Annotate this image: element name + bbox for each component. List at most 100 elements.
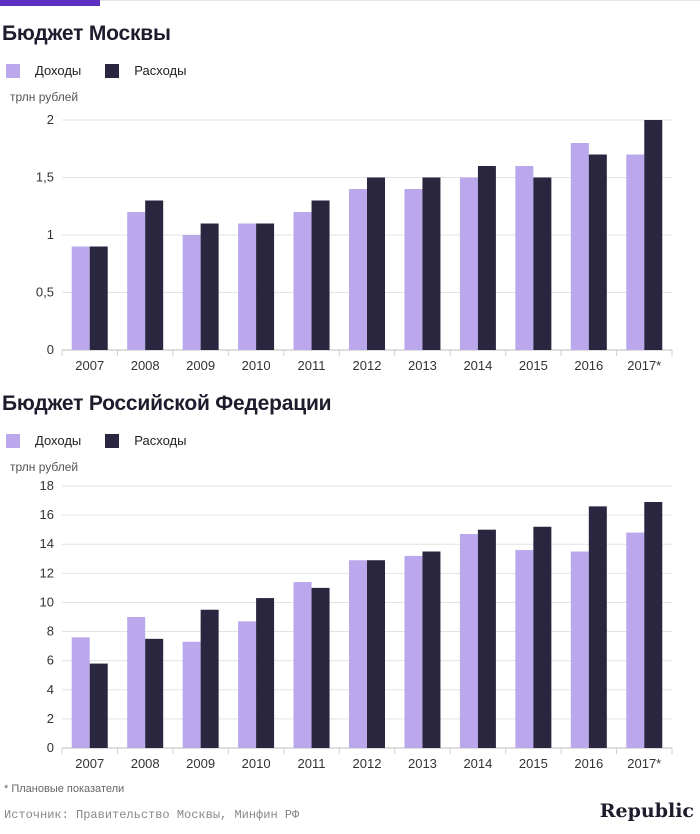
x-tick-label: 2012 <box>353 756 382 771</box>
top-divider <box>0 0 700 1</box>
y-tick-label: 1,5 <box>36 170 54 185</box>
bar-expense <box>477 166 496 350</box>
x-tick-label: 2015 <box>519 358 548 373</box>
x-tick-label: 2009 <box>186 756 215 771</box>
x-tick-label: 2017* <box>627 756 661 771</box>
bar-expense <box>533 177 552 350</box>
legend-item-income: Доходы <box>6 63 81 78</box>
footnote: * Плановые показатели <box>4 783 125 795</box>
bar-income <box>404 189 423 350</box>
x-tick-label: 2010 <box>242 358 271 373</box>
y-tick-label: 1 <box>47 227 54 242</box>
bar-expense <box>422 551 441 748</box>
bar-income <box>127 212 146 350</box>
bar-income <box>349 560 367 748</box>
bar-expense <box>311 587 330 748</box>
y-tick-label: 16 <box>40 507 54 522</box>
x-tick-label: 2017* <box>627 358 661 373</box>
bar-expense <box>367 177 385 350</box>
legend-label-expense: Расходы <box>134 433 187 448</box>
bar-income <box>238 223 257 350</box>
bar-income <box>182 235 201 350</box>
bar-expense <box>145 200 164 350</box>
y-tick-label: 8 <box>47 624 54 639</box>
bar-expense <box>89 663 108 748</box>
legend-item-income: Доходы <box>6 433 81 448</box>
y-tick-label: 2 <box>47 711 54 726</box>
y-tick-label: 18 <box>40 478 54 493</box>
bar-expense <box>644 120 663 350</box>
bar-expense <box>422 177 441 350</box>
bar-income <box>626 154 645 350</box>
x-tick-label: 2011 <box>298 756 326 771</box>
bar-income <box>349 189 367 350</box>
bar-income <box>127 617 146 748</box>
bar-income <box>293 582 312 748</box>
bar-income <box>515 166 534 350</box>
bar-expense <box>367 560 385 748</box>
bar-expense <box>311 200 330 350</box>
bar-expense <box>256 223 275 350</box>
x-tick-label: 2008 <box>131 756 160 771</box>
x-tick-label: 2007 <box>75 756 104 771</box>
bar-income <box>182 641 201 748</box>
bar-expense <box>256 598 275 748</box>
legend-swatch-income <box>6 63 20 78</box>
bar-income <box>293 212 312 350</box>
y-tick-label: 0,5 <box>36 285 54 300</box>
source-credit: Источник: Правительство Москвы, Минфин Р… <box>4 808 300 822</box>
y-tick-label: 6 <box>47 653 54 668</box>
bar-income <box>404 555 423 748</box>
x-tick-label: 2009 <box>186 358 215 373</box>
y-unit-russia: трлн рублей <box>10 460 79 474</box>
bar-income <box>515 550 534 748</box>
legend-item-expense: Расходы <box>105 433 186 448</box>
y-tick-label: 4 <box>47 682 54 697</box>
y-tick-label: 12 <box>40 565 54 580</box>
bar-income <box>570 551 589 748</box>
y-unit-moscow: трлн рублей <box>10 90 79 104</box>
bar-expense <box>533 526 552 748</box>
x-tick-label: 2010 <box>242 756 271 771</box>
bar-income <box>71 246 90 350</box>
y-tick-label: 0 <box>47 740 54 755</box>
bar-expense <box>200 223 219 350</box>
x-tick-label: 2008 <box>131 358 160 373</box>
y-tick-label: 14 <box>40 536 54 551</box>
bar-income <box>71 637 90 748</box>
y-tick-label: 0 <box>47 342 54 357</box>
bar-income <box>459 534 478 748</box>
bar-expense <box>477 529 496 748</box>
legend-item-expense: Расходы <box>105 63 186 78</box>
legend-label-income: Доходы <box>35 433 82 448</box>
legend-label-expense: Расходы <box>134 63 187 78</box>
legend-label-income: Доходы <box>35 63 82 78</box>
bar-chart-russia: 0 2 4 6 8 10 12 14 16 18 2007 2008 2009 2010 2011 2012 2… <box>40 478 673 771</box>
y-tick-label: 10 <box>40 594 54 609</box>
x-tick-label: 2013 <box>408 756 437 771</box>
bar-expense <box>588 506 607 748</box>
bar-income <box>238 621 257 748</box>
legend-russia: Доходы Расходы <box>6 433 210 448</box>
x-tick-label: 2007 <box>75 358 104 373</box>
x-tick-label: 2015 <box>519 756 548 771</box>
x-tick-label: 2013 <box>408 358 437 373</box>
y-tick-label: 2 <box>47 112 54 127</box>
bar-expense <box>588 154 607 350</box>
x-tick-label: 2016 <box>574 756 603 771</box>
accent-bar <box>0 0 100 6</box>
bar-chart-moscow: 0 0,5 1 1,5 2 2007 2008 2009 2010 2011 2012 2013 201… <box>36 112 673 373</box>
bar-expense <box>644 502 663 748</box>
x-tick-label: 2016 <box>574 358 603 373</box>
legend-swatch-expense <box>105 63 120 78</box>
bar-expense <box>200 609 219 748</box>
legend-swatch-expense <box>105 433 120 448</box>
bar-income <box>459 177 478 350</box>
x-tick-label: 2012 <box>353 358 382 373</box>
bar-income <box>570 143 589 350</box>
bar-expense <box>89 246 108 350</box>
republic-logo: Republic <box>599 800 694 822</box>
x-tick-label: 2014 <box>463 756 492 771</box>
chart-title-moscow: Бюджет Москвы <box>2 22 171 45</box>
x-tick-label: 2014 <box>463 358 492 373</box>
